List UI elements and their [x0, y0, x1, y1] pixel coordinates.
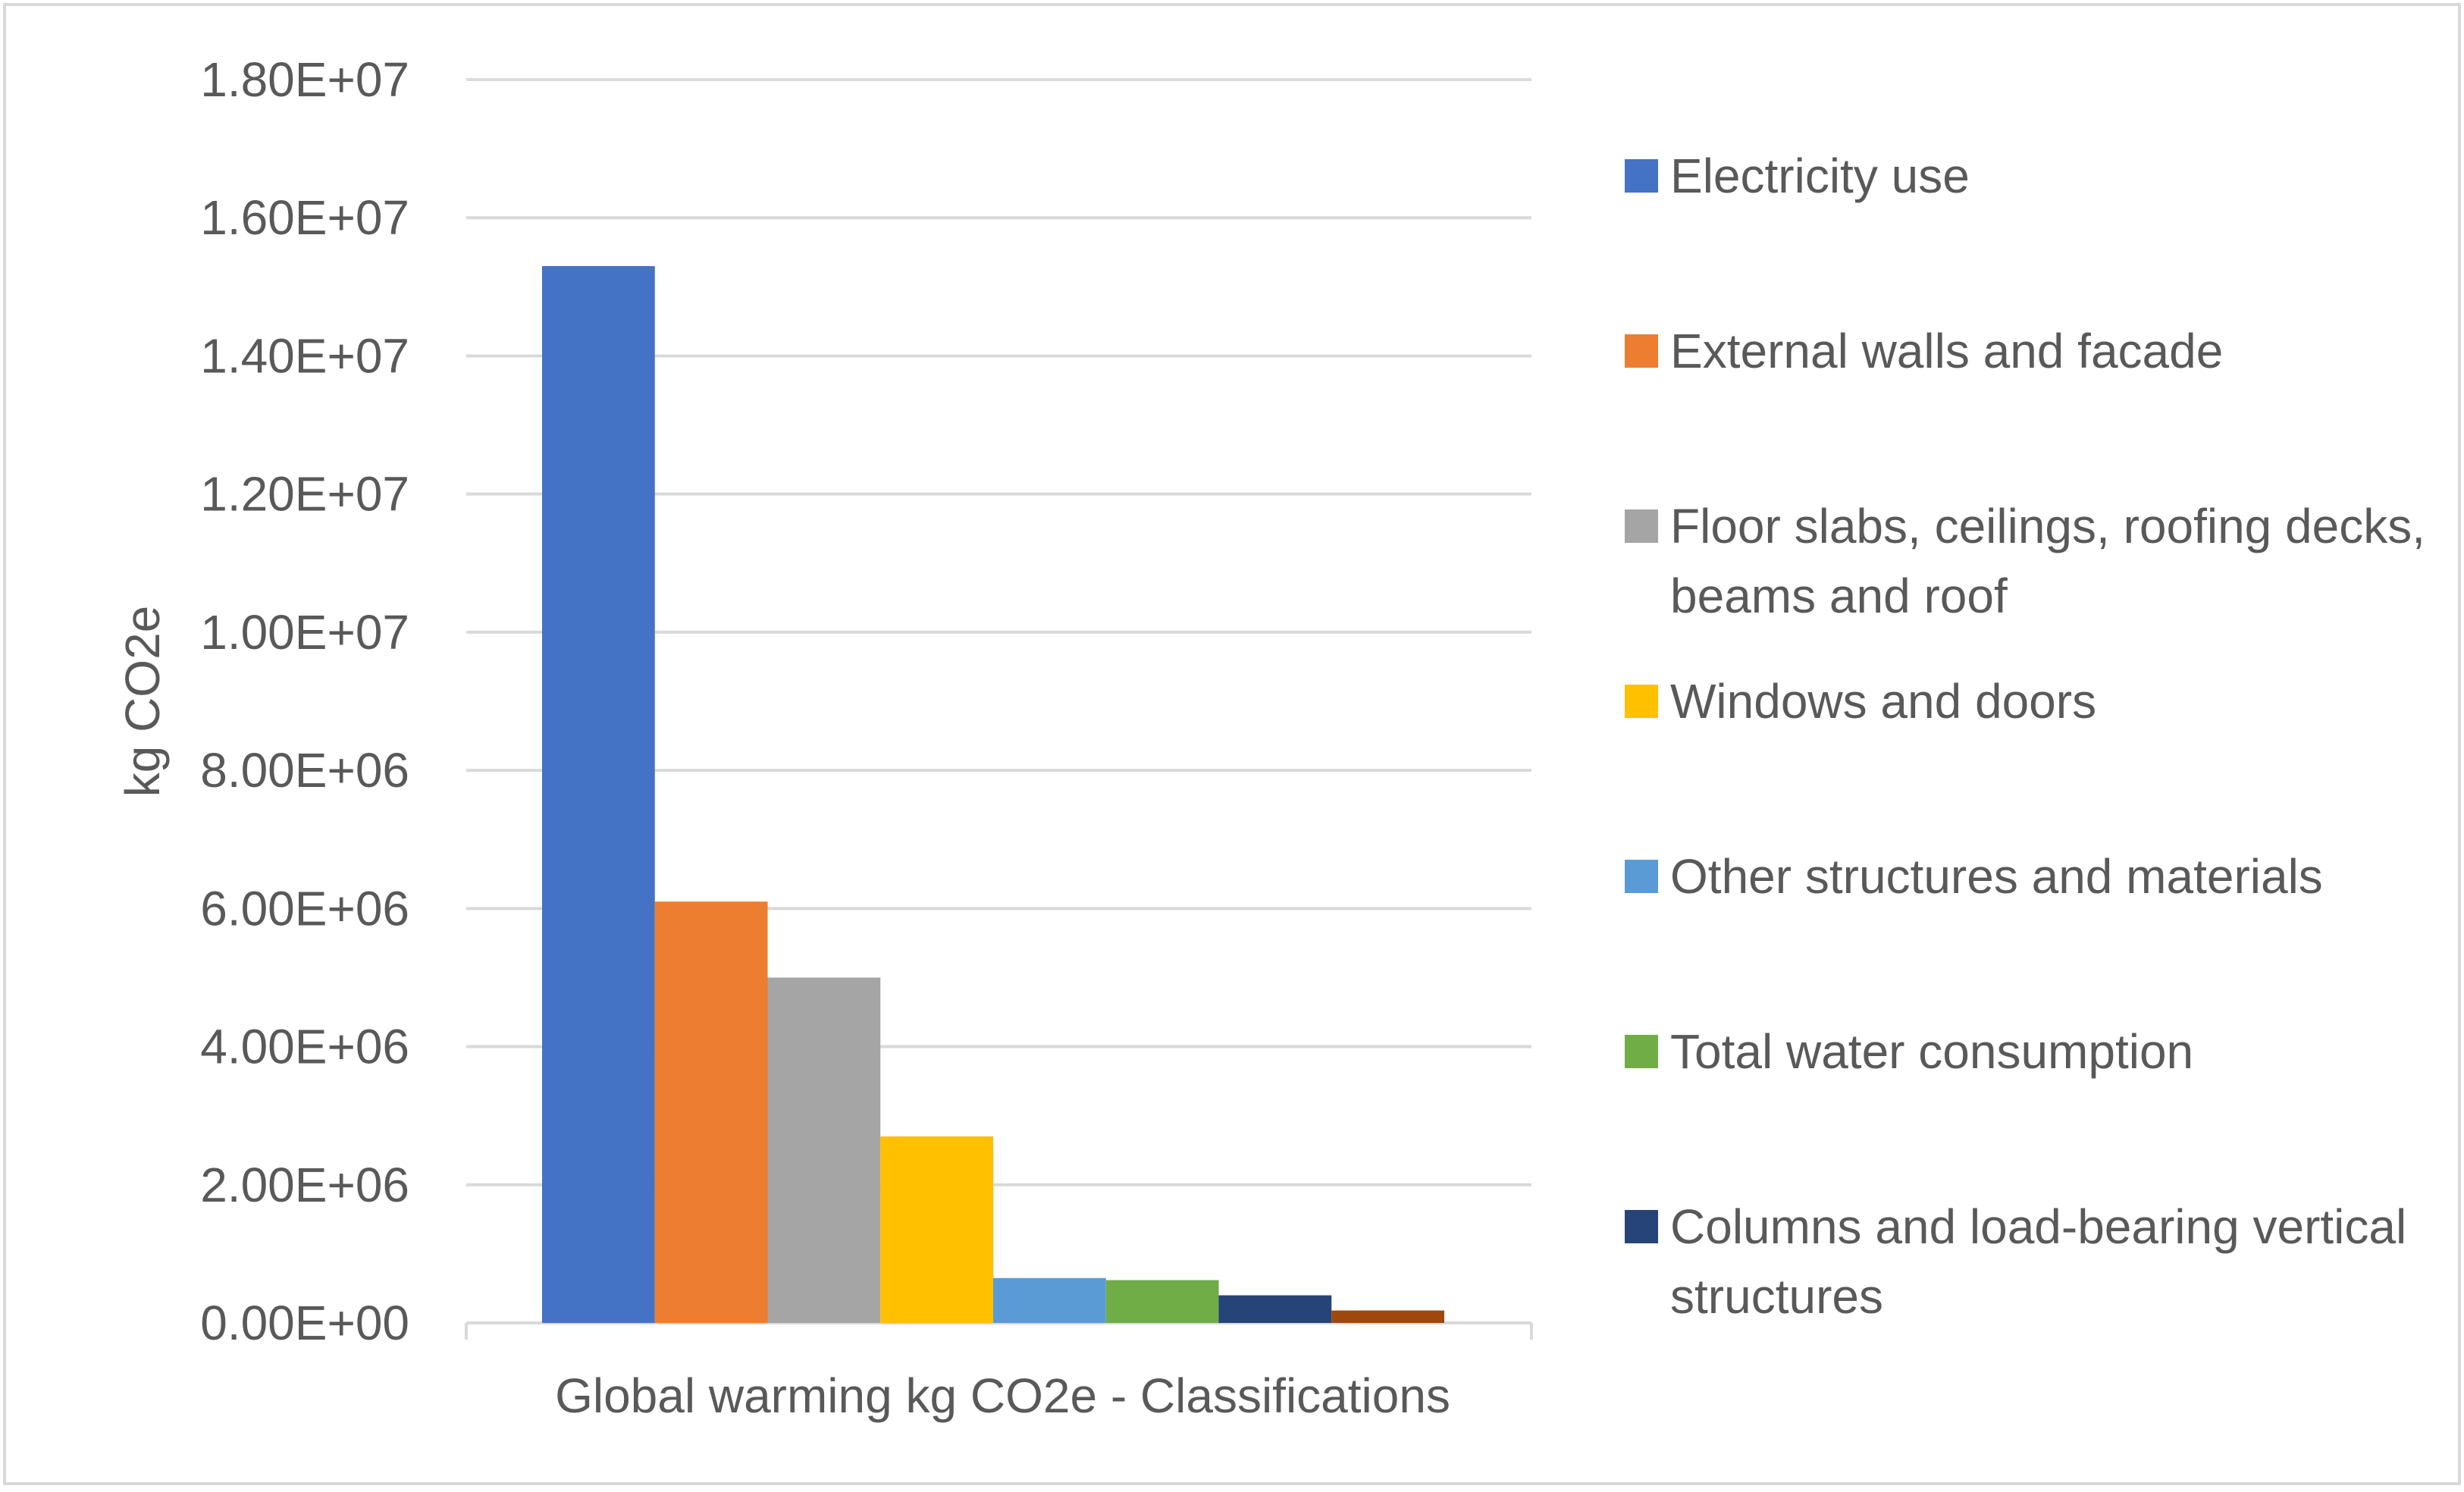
bar — [993, 1277, 1106, 1323]
y-axis-label: kg CO2e — [115, 606, 170, 798]
bar — [542, 266, 655, 1323]
legend-label: Windows and doors — [1670, 674, 2096, 729]
legend: Electricity use External walls and facade… — [1625, 149, 2425, 1324]
legend-label: Columns and load-bearing vertical — [1670, 1199, 2406, 1254]
axis-labels: kg CO2e Global warming kg CO2e - Classif… — [115, 606, 1450, 1423]
bar — [1105, 1280, 1219, 1323]
legend-swatch — [1625, 509, 1658, 543]
y-tick-label: 1.80E+07 — [200, 52, 409, 107]
legend-label: Other structures and materials — [1670, 849, 2323, 904]
y-tick-label: 0.00E+00 — [200, 1296, 409, 1350]
y-tick-label: 4.00E+06 — [200, 1020, 409, 1074]
y-tick-label: 1.40E+07 — [200, 328, 409, 383]
y-tick-label: 6.00E+06 — [200, 881, 409, 936]
bar — [654, 901, 768, 1323]
bar — [1331, 1310, 1444, 1323]
y-tick-label: 1.00E+07 — [200, 605, 409, 660]
chart-border — [3, 3, 2461, 1485]
bar — [1218, 1295, 1332, 1323]
axes: 0.00E+00 2.00E+06 4.00E+06 6.00E+06 8.00E+06… — [200, 52, 1533, 1350]
legend-label: External walls and facade — [1670, 324, 2223, 378]
legend-swatch — [1625, 334, 1658, 368]
legend-label: structures — [1670, 1269, 1883, 1324]
legend-label: beams and roof — [1670, 569, 2008, 623]
bar — [880, 1136, 993, 1323]
legend-label: Electricity use — [1670, 149, 1970, 203]
x-axis-label: Global warming kg CO2e - Classifications — [555, 1368, 1450, 1423]
y-tick-label: 8.00E+06 — [200, 743, 409, 798]
legend-label: Floor slabs, ceilings, roofing decks, — [1670, 499, 2425, 553]
bar — [767, 977, 881, 1323]
y-tick-label: 1.20E+07 — [200, 467, 409, 522]
y-tick-label: 2.00E+06 — [200, 1158, 409, 1212]
legend-swatch — [1625, 159, 1658, 193]
legend-label: Total water consumption — [1670, 1024, 2193, 1079]
legend-swatch — [1625, 860, 1658, 893]
y-tick-label: 1.60E+07 — [200, 190, 409, 245]
bars — [542, 266, 1444, 1323]
legend-swatch — [1625, 685, 1658, 718]
legend-swatch — [1625, 1035, 1658, 1068]
legend-swatch — [1625, 1210, 1658, 1243]
